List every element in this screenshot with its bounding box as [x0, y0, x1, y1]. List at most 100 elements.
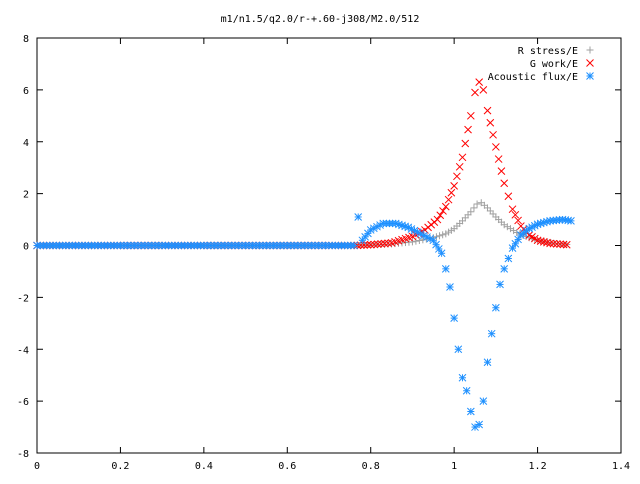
x-tick-label: 0.2 — [111, 461, 129, 472]
marker-stroke — [464, 125, 472, 134]
marker-stroke — [504, 254, 513, 263]
data-point — [549, 239, 558, 248]
data-point — [461, 139, 470, 148]
marker-stroke — [433, 215, 442, 224]
marker-stroke — [380, 239, 389, 248]
x-tick-label: 1.2 — [529, 461, 547, 472]
data-point — [446, 283, 454, 291]
marker-stroke — [441, 202, 450, 211]
data-point — [373, 240, 382, 248]
data-point — [470, 204, 478, 212]
data-point — [479, 397, 488, 405]
marker-stroke — [429, 236, 438, 245]
marker-stroke — [437, 249, 446, 258]
data-point — [380, 239, 389, 248]
series-g-work-e — [33, 78, 571, 250]
marker-stroke — [366, 240, 375, 249]
data-point — [441, 202, 450, 211]
data-point — [458, 153, 467, 162]
data-point — [536, 237, 545, 245]
legend-marker — [586, 59, 594, 67]
marker-stroke — [483, 358, 492, 367]
data-point — [377, 239, 385, 248]
marker-stroke — [354, 213, 363, 221]
marker-stroke — [432, 240, 440, 249]
marker-stroke — [567, 217, 575, 225]
data-point — [483, 358, 492, 367]
data-point — [492, 303, 500, 312]
marker-stroke — [486, 118, 495, 127]
marker-stroke — [492, 143, 500, 151]
marker-stroke — [454, 345, 463, 354]
data-point — [552, 240, 561, 248]
data-point — [496, 280, 504, 289]
data-point — [500, 179, 509, 188]
data-point — [475, 78, 484, 86]
marker-stroke — [423, 233, 431, 241]
marker-stroke — [370, 240, 379, 249]
marker-stroke — [439, 207, 447, 215]
chart-title: m1/n1.5/q2.0/r-+.60-j308/M2.0/512 — [221, 14, 420, 25]
marker-stroke — [479, 397, 488, 405]
marker-stroke — [416, 229, 425, 238]
marker-stroke — [530, 234, 539, 243]
legend-marker — [586, 46, 594, 54]
marker-stroke — [436, 211, 445, 220]
x-tick-label: 0.8 — [362, 461, 380, 472]
marker-stroke — [528, 233, 536, 241]
data-point — [487, 329, 496, 338]
data-point — [475, 420, 484, 429]
marker-stroke — [384, 239, 392, 248]
data-point — [450, 314, 458, 322]
data-point — [464, 125, 472, 134]
marker-stroke — [559, 240, 568, 249]
data-point — [562, 240, 571, 249]
y-tick-label: -8 — [17, 449, 29, 460]
y-tick-label: -2 — [17, 293, 29, 304]
data-point — [439, 231, 447, 239]
data-point — [494, 155, 503, 163]
data-point — [500, 264, 509, 273]
data-point — [360, 241, 368, 249]
data-point — [439, 207, 447, 215]
data-point — [489, 130, 497, 139]
data-point — [506, 225, 514, 233]
data-point — [504, 192, 513, 201]
legend: R stress/E G work/E Acoustic flux/E — [488, 46, 594, 83]
data-point — [511, 210, 520, 219]
marker-stroke — [458, 153, 467, 162]
marker-stroke — [549, 239, 558, 248]
data-point — [467, 208, 475, 216]
marker-stroke — [410, 226, 419, 235]
y-tick-label: 0 — [23, 242, 29, 253]
data-point — [350, 241, 358, 250]
data-point — [471, 88, 479, 97]
marker-stroke — [462, 386, 471, 395]
data-point — [508, 205, 517, 214]
y-tick-label: -4 — [17, 345, 29, 356]
marker-stroke — [466, 111, 475, 120]
x-tick-label: 0.4 — [195, 461, 213, 472]
y-tick-label: 2 — [23, 190, 29, 201]
data-point — [473, 200, 481, 208]
x-tick-label: 1 — [451, 461, 457, 472]
marker-stroke — [504, 192, 513, 201]
marker-stroke — [426, 234, 435, 243]
data-point — [423, 233, 431, 241]
marker-stroke — [398, 221, 406, 230]
data-point — [486, 118, 495, 127]
data-point — [450, 181, 458, 190]
marker-stroke — [475, 78, 484, 86]
marker-stroke — [453, 172, 461, 181]
data-point — [514, 216, 522, 225]
x-tick-label: 0.6 — [278, 461, 296, 472]
marker-stroke — [373, 240, 382, 248]
marker-stroke — [543, 238, 551, 247]
marker-stroke — [514, 216, 522, 225]
data-point — [408, 238, 416, 246]
marker-stroke — [492, 303, 500, 312]
marker-stroke — [536, 237, 545, 245]
marker-stroke — [496, 280, 504, 289]
